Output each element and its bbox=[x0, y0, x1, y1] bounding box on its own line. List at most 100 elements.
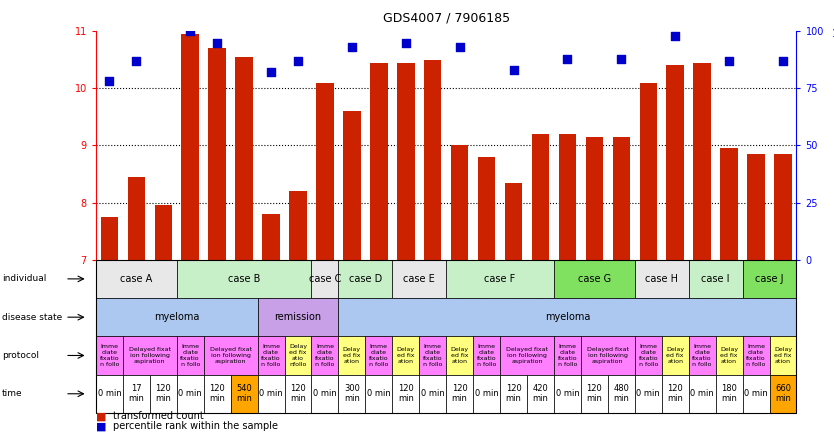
Bar bbox=[370, 63, 388, 260]
Text: 180
min: 180 min bbox=[721, 384, 737, 404]
Bar bbox=[559, 134, 576, 260]
Point bbox=[399, 39, 413, 46]
Point bbox=[345, 44, 359, 51]
Text: Imme
diate
fixatio
n follo: Imme diate fixatio n follo bbox=[315, 344, 334, 367]
Text: Delayed fixat
ion following
aspiration: Delayed fixat ion following aspiration bbox=[506, 347, 548, 364]
Bar bbox=[289, 191, 307, 260]
Text: Delay
ed fix
ation: Delay ed fix ation bbox=[343, 347, 361, 364]
Text: 0 min: 0 min bbox=[421, 389, 445, 398]
Text: Imme
diate
fixatio
n follo: Imme diate fixatio n follo bbox=[261, 344, 281, 367]
Point bbox=[103, 78, 116, 85]
Text: 120
min: 120 min bbox=[505, 384, 521, 404]
Text: 0 min: 0 min bbox=[555, 389, 580, 398]
Text: Delay
ed fix
ation: Delay ed fix ation bbox=[450, 347, 469, 364]
Text: 480
min: 480 min bbox=[613, 384, 630, 404]
Text: Delay
ed fix
ation: Delay ed fix ation bbox=[666, 347, 684, 364]
Text: Delayed fixat
ion following
aspiration: Delayed fixat ion following aspiration bbox=[128, 347, 171, 364]
Text: percentile rank within the sample: percentile rank within the sample bbox=[113, 421, 278, 431]
Text: case I: case I bbox=[701, 274, 730, 284]
Bar bbox=[478, 157, 495, 260]
Bar bbox=[316, 83, 334, 260]
Text: 0 min: 0 min bbox=[259, 389, 283, 398]
Text: case D: case D bbox=[349, 274, 382, 284]
Bar bbox=[747, 154, 765, 260]
Text: Delay
ed fix
atio
nfollo: Delay ed fix atio nfollo bbox=[289, 344, 307, 367]
Bar bbox=[235, 57, 253, 260]
Point bbox=[183, 28, 197, 35]
Bar bbox=[182, 34, 199, 260]
Bar bbox=[154, 206, 172, 260]
Text: Imme
diate
fixatio
n follo: Imme diate fixatio n follo bbox=[180, 344, 200, 367]
Text: Imme
diate
fixatio
n follo: Imme diate fixatio n follo bbox=[639, 344, 658, 367]
Text: myeloma: myeloma bbox=[545, 312, 590, 322]
Bar bbox=[774, 154, 791, 260]
Bar bbox=[640, 83, 657, 260]
Text: ■: ■ bbox=[96, 412, 107, 421]
Bar bbox=[424, 59, 441, 260]
Point bbox=[291, 57, 304, 64]
Bar bbox=[343, 111, 360, 260]
Text: individual: individual bbox=[2, 274, 46, 283]
Bar bbox=[451, 145, 469, 260]
Text: Imme
diate
fixatio
n follo: Imme diate fixatio n follo bbox=[477, 344, 496, 367]
Text: myeloma: myeloma bbox=[154, 312, 199, 322]
Text: case C: case C bbox=[309, 274, 341, 284]
Point bbox=[669, 32, 682, 39]
Text: 17
min: 17 min bbox=[128, 384, 144, 404]
Text: protocol: protocol bbox=[2, 351, 38, 360]
Text: 0 min: 0 min bbox=[178, 389, 202, 398]
Bar bbox=[101, 217, 118, 260]
Bar bbox=[721, 148, 738, 260]
Text: remission: remission bbox=[274, 312, 322, 322]
Text: Delayed fixat
ion following
aspiration: Delayed fixat ion following aspiration bbox=[587, 347, 629, 364]
Point bbox=[453, 44, 466, 51]
Text: 0 min: 0 min bbox=[744, 389, 768, 398]
Text: Imme
diate
fixatio
n follo: Imme diate fixatio n follo bbox=[558, 344, 577, 367]
Bar bbox=[666, 65, 684, 260]
Text: 0 min: 0 min bbox=[98, 389, 121, 398]
Text: 120
min: 120 min bbox=[155, 384, 171, 404]
Text: case F: case F bbox=[485, 274, 515, 284]
Text: GDS4007 / 7906185: GDS4007 / 7906185 bbox=[383, 11, 510, 24]
Text: 120
min: 120 min bbox=[586, 384, 602, 404]
Text: case B: case B bbox=[228, 274, 260, 284]
Text: disease state: disease state bbox=[2, 313, 62, 322]
Text: 120
min: 120 min bbox=[209, 384, 225, 404]
Point bbox=[776, 57, 790, 64]
Text: Delay
ed fix
ation: Delay ed fix ation bbox=[397, 347, 414, 364]
Text: 0 min: 0 min bbox=[691, 389, 714, 398]
Point bbox=[507, 67, 520, 74]
Bar bbox=[585, 137, 603, 260]
Point bbox=[722, 57, 736, 64]
Text: Imme
diate
fixatio
n follo: Imme diate fixatio n follo bbox=[692, 344, 712, 367]
Point bbox=[615, 55, 628, 62]
Text: 660
min: 660 min bbox=[775, 384, 791, 404]
Text: case J: case J bbox=[756, 274, 784, 284]
Text: 120
min: 120 min bbox=[398, 384, 414, 404]
Y-axis label: 100%: 100% bbox=[831, 29, 834, 39]
Bar bbox=[532, 134, 550, 260]
Text: 420
min: 420 min bbox=[533, 384, 549, 404]
Text: case A: case A bbox=[120, 274, 153, 284]
Text: case H: case H bbox=[646, 274, 678, 284]
Text: 540
min: 540 min bbox=[236, 384, 252, 404]
Bar bbox=[397, 63, 414, 260]
Text: 0 min: 0 min bbox=[367, 389, 390, 398]
Text: 120
min: 120 min bbox=[290, 384, 306, 404]
Bar bbox=[262, 214, 280, 260]
Text: 0 min: 0 min bbox=[636, 389, 661, 398]
Text: case E: case E bbox=[404, 274, 435, 284]
Bar bbox=[505, 182, 522, 260]
Text: time: time bbox=[2, 389, 23, 398]
Text: Delay
ed fix
ation: Delay ed fix ation bbox=[720, 347, 738, 364]
Text: ■: ■ bbox=[96, 421, 107, 431]
Point bbox=[264, 69, 278, 76]
Text: 120
min: 120 min bbox=[452, 384, 468, 404]
Text: Delay
ed fix
ation: Delay ed fix ation bbox=[774, 347, 792, 364]
Text: case G: case G bbox=[578, 274, 611, 284]
Text: Imme
diate
fixatio
n follo: Imme diate fixatio n follo bbox=[369, 344, 389, 367]
Text: Imme
diate
fixatio
n follo: Imme diate fixatio n follo bbox=[99, 344, 119, 367]
Point bbox=[129, 57, 143, 64]
Bar bbox=[612, 137, 631, 260]
Text: transformed count: transformed count bbox=[113, 412, 203, 421]
